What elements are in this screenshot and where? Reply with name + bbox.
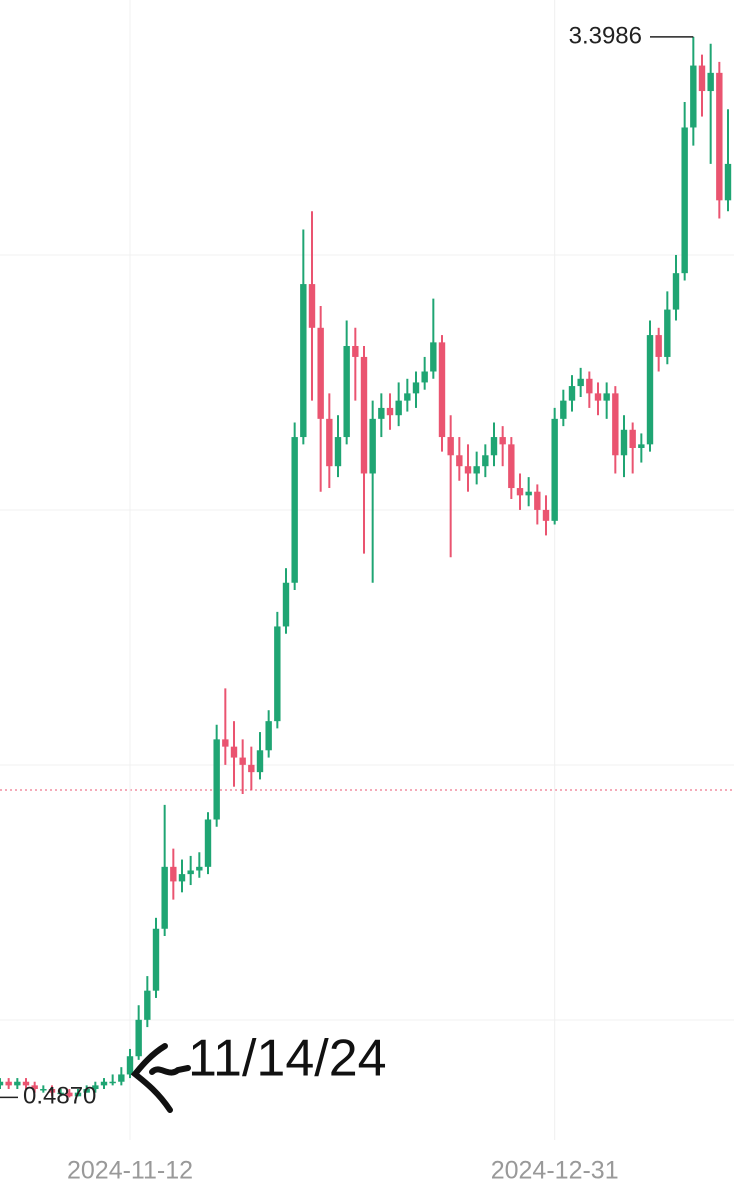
candle-body [369, 418, 376, 474]
candle-body [352, 346, 359, 357]
candle-body [126, 1056, 134, 1075]
candle-body [196, 866, 203, 871]
candle-body [655, 335, 662, 357]
candle-body [66, 1092, 73, 1097]
candle-body [516, 488, 524, 496]
candle-body [378, 407, 385, 419]
candle-body [681, 127, 688, 274]
x-tick-label: 2024-11-12 [67, 1157, 193, 1185]
candle-body [14, 1081, 21, 1086]
arrow [130, 1043, 173, 1113]
candle-body [386, 407, 394, 416]
candle-body [74, 1092, 82, 1097]
candle-body [438, 342, 446, 438]
candle-body [230, 746, 238, 758]
candle-body [551, 418, 558, 521]
candle-body [464, 466, 472, 474]
candle-body [300, 284, 307, 438]
candle-body [724, 163, 732, 201]
candle-body [213, 739, 220, 820]
candle-body [360, 356, 368, 474]
candle-body [482, 455, 489, 467]
candle-body [187, 870, 194, 875]
candle-body [308, 284, 316, 328]
candle-body [603, 393, 610, 401]
candle-body [317, 327, 324, 419]
candle-body [48, 1089, 56, 1093]
candle-body [646, 335, 654, 445]
annotation-label: 0.4870 [23, 1083, 96, 1110]
candle-body [612, 393, 619, 456]
candle-body [560, 400, 567, 419]
candle-body [239, 757, 246, 765]
plot [0, 0, 732, 1140]
candle-body [421, 371, 428, 383]
candle-body [274, 626, 281, 722]
candle-body [0, 1081, 4, 1086]
candle-body [586, 378, 593, 394]
candle-body [248, 764, 255, 773]
candle-body [638, 444, 645, 448]
candle-body [109, 1081, 116, 1084]
candle-body [447, 437, 454, 456]
candle-body [430, 342, 437, 372]
candle-body [334, 437, 342, 467]
candle-body [282, 582, 290, 627]
candle-body [118, 1074, 125, 1082]
candle-body [83, 1089, 90, 1093]
candle-body [57, 1092, 64, 1095]
candle-body [664, 309, 671, 357]
candle-body [499, 437, 506, 445]
candle-body [170, 866, 177, 882]
candle-body [144, 990, 151, 1020]
candle-body [490, 437, 498, 456]
candle-body [473, 466, 480, 474]
candle-body [629, 429, 636, 448]
candle-body [620, 429, 628, 456]
candle-body [698, 65, 706, 92]
candle-body [5, 1081, 12, 1086]
candle-body [707, 72, 714, 92]
candle-body [395, 400, 402, 416]
candle-body [716, 72, 723, 201]
grid [0, 254, 734, 1021]
x-tick-label: 2024-12-31 [491, 1157, 619, 1185]
note: 11/14/24 [188, 1030, 387, 1088]
annotation-label: 3.3986 [569, 22, 642, 49]
candle-body [672, 273, 680, 310]
candle-body [256, 750, 264, 773]
candle-body [343, 346, 350, 438]
candle-body [152, 928, 160, 991]
candle-body [577, 378, 584, 387]
candle-body [31, 1085, 38, 1090]
candle-body [568, 386, 576, 401]
candle-body [412, 382, 420, 394]
candle-body [161, 866, 168, 929]
candle-body [100, 1081, 108, 1086]
arrow [149, 1065, 191, 1076]
candle-body [404, 393, 411, 401]
candle-body [265, 721, 272, 751]
candle-body [178, 874, 186, 882]
candle-body [92, 1085, 99, 1090]
candle-body [542, 509, 550, 521]
candle-body [222, 739, 229, 747]
candle-body [534, 491, 541, 510]
candle-body [508, 444, 515, 489]
candle-body [22, 1081, 30, 1086]
candle-body [204, 819, 212, 867]
candle-body [291, 437, 298, 583]
candle-body [326, 418, 333, 467]
candle-body [40, 1089, 47, 1091]
candle-body [594, 393, 602, 401]
candle-body [690, 65, 697, 128]
candle-body [456, 455, 463, 467]
candle-body [525, 491, 532, 496]
candle-body [135, 1019, 142, 1057]
